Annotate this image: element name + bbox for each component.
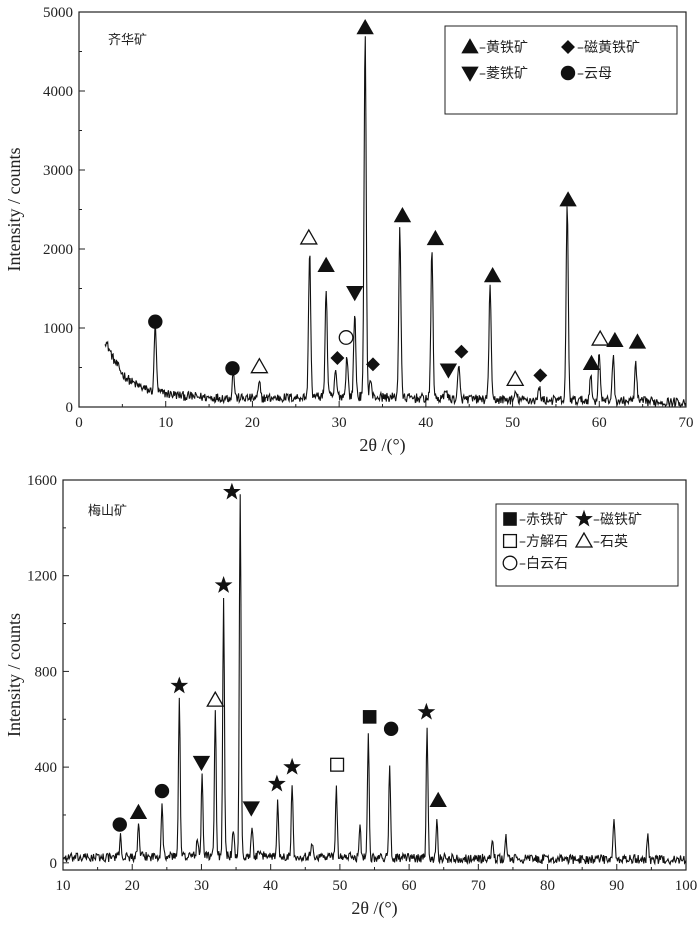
y-axis-title: Intensity / counts — [4, 613, 24, 737]
peak-marker-square-filled — [362, 710, 377, 724]
x-tick-label: 70 — [679, 415, 694, 431]
peak-marker-star-filled — [283, 757, 301, 775]
x-tick-label: 30 — [332, 415, 347, 431]
x-tick-label: 0 — [75, 415, 83, 431]
x-tick-label: 60 — [592, 415, 607, 431]
peak-marker-triangle-up-filled — [582, 354, 601, 370]
peak-marker-triangle-up-filled — [483, 267, 502, 283]
legend-marker — [502, 533, 518, 549]
y-tick-label: 0 — [66, 400, 74, 416]
legend-marker — [502, 555, 518, 571]
x-tick-label: 10 — [56, 878, 71, 894]
x-tick-label: 70 — [471, 878, 486, 894]
peak-marker-diamond-filled — [454, 344, 469, 359]
peak-marker-triangle-up-filled — [317, 256, 335, 272]
peak-marker-triangle-up-open — [506, 370, 525, 387]
x-tick-label: 50 — [332, 878, 347, 894]
x-axis-title: 2θ /(°) — [351, 898, 397, 919]
y-axis-title: Intensity / counts — [4, 148, 24, 272]
peak-marker-circle-open — [338, 330, 354, 345]
x-tick-label: 20 — [245, 415, 260, 431]
legend-label: –菱铁矿 — [479, 66, 528, 82]
x-tick-label: 80 — [540, 878, 555, 894]
legend-marker — [574, 531, 594, 548]
peak-marker-triangle-up-filled — [559, 191, 577, 207]
peak-marker-triangle-up-filled — [429, 791, 447, 808]
chart-qihua: 0 10 20 30 40 50 60 70 0 1000 2000 3000 4000 5000 2θ /… — [4, 5, 694, 456]
legend-label: –黄铁矿 — [479, 39, 528, 56]
peak-marker-circle-filled — [225, 361, 240, 376]
y-tick-label: 3000 — [43, 163, 73, 179]
x-tick-label: 10 — [158, 415, 173, 431]
peak-marker-triangle-up-filled — [628, 333, 647, 349]
peak-marker-diamond-filled — [330, 351, 345, 365]
legend-marker — [461, 38, 479, 54]
peak-marker-triangle-up-filled — [426, 229, 445, 246]
x-tick-label: 30 — [194, 878, 209, 894]
chart-meishan: 10 20 30 40 50 60 70 80 90 100 0 400 800 1200 1600 2θ /… — [4, 473, 697, 919]
peak-marker-star-filled — [214, 575, 233, 593]
xrd-pattern-line — [62, 494, 687, 866]
peak-marker-circle-filled — [112, 817, 127, 832]
peak-marker-star-filled — [268, 774, 286, 792]
legend-label: –云母 — [577, 66, 612, 82]
y-tick-label: 1600 — [27, 473, 57, 489]
legend-marker — [561, 40, 575, 54]
legend-box — [444, 25, 678, 115]
legend-marker — [575, 509, 593, 527]
legend-label: –方解石 — [519, 534, 568, 550]
y-tick-label: 4000 — [43, 84, 73, 100]
x-tick-label: 40 — [263, 878, 278, 894]
y-tick-label: 1000 — [43, 321, 73, 337]
panel-label: 梅山矿 — [88, 504, 127, 519]
y-tick-label: 400 — [35, 760, 58, 776]
peak-marker-circle-filled — [383, 721, 399, 737]
panel-label: 齐华矿 — [108, 32, 147, 48]
peak-marker-diamond-filled — [365, 357, 380, 372]
peak-marker-circle-filled — [154, 783, 170, 799]
peak-marker-triangle-down-filled — [242, 801, 260, 817]
legend-marker — [503, 512, 517, 526]
legend-label: –磁黄铁矿 — [577, 39, 640, 56]
peak-marker-star-filled — [417, 702, 436, 720]
peak-marker-triangle-down-filled — [439, 363, 458, 379]
peak-marker-triangle-down-filled — [192, 755, 211, 772]
peak-marker-triangle-up-open — [591, 329, 610, 346]
peak-marker-triangle-up-open — [250, 357, 269, 374]
xrd-pattern-line — [104, 36, 687, 409]
x-tick-label: 40 — [418, 415, 433, 431]
x-tick-label: 20 — [125, 878, 140, 894]
legend-label: –磁铁矿 — [593, 512, 642, 528]
peak-marker-circle-filled — [148, 314, 163, 329]
x-tick-label: 60 — [402, 878, 417, 894]
peak-marker-star-filled — [223, 482, 241, 500]
y-tick-label: 5000 — [43, 5, 73, 21]
y-tick-label: 800 — [35, 664, 58, 680]
legend-label: –赤铁矿 — [519, 512, 568, 528]
peak-marker-triangle-down-filled — [346, 286, 364, 302]
peak-marker-triangle-up-filled — [129, 803, 148, 819]
y-tick-label: 2000 — [43, 242, 73, 258]
y-tick-label: 0 — [50, 856, 58, 872]
x-tick-label: 50 — [505, 415, 520, 431]
x-tick-label: 100 — [675, 878, 698, 894]
legend-label: –白云石 — [519, 556, 568, 572]
peak-marker-triangle-up-open — [206, 690, 225, 707]
peak-marker-star-filled — [170, 676, 189, 694]
legend-label: –石英 — [593, 533, 628, 550]
x-tick-label: 90 — [609, 878, 624, 894]
legend-marker — [461, 66, 479, 82]
peak-marker-triangle-up-filled — [606, 331, 624, 348]
x-axis-title: 2θ /(°) — [359, 435, 405, 456]
peak-marker-diamond-filled — [533, 368, 548, 383]
peak-marker-triangle-up-filled — [393, 207, 412, 223]
y-tick-label: 1200 — [27, 569, 57, 585]
peak-marker-square-open — [330, 757, 345, 772]
legend-marker — [560, 65, 576, 81]
peak-marker-triangle-up-open — [299, 228, 318, 245]
peak-marker-triangle-up-filled — [356, 18, 374, 35]
